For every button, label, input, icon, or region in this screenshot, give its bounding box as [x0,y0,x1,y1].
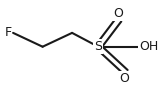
Text: O: O [113,7,123,20]
Text: O: O [120,72,129,85]
Text: OH: OH [139,40,158,53]
Text: S: S [94,40,102,53]
Text: F: F [4,26,11,39]
